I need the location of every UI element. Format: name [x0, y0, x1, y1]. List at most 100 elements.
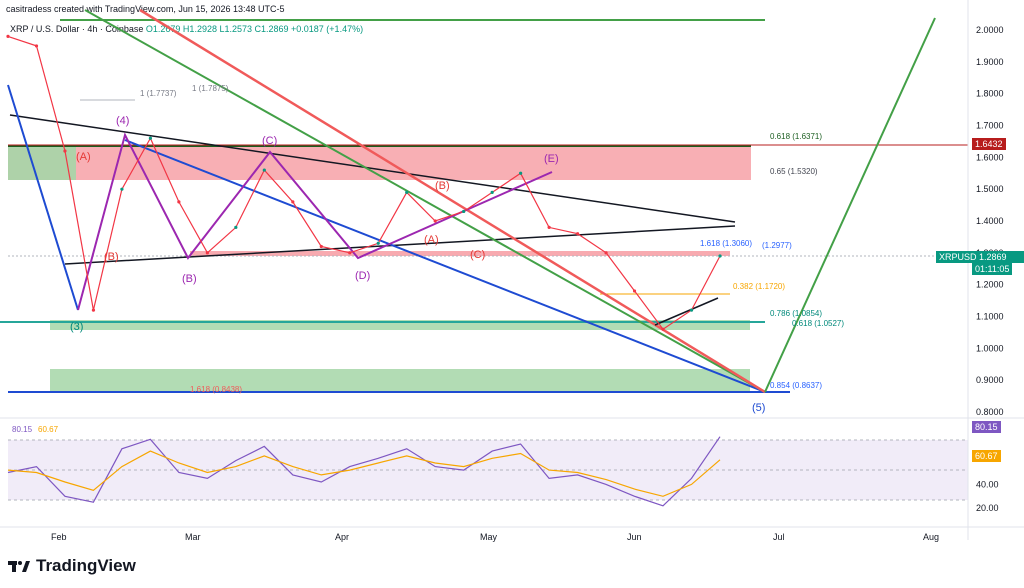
fib-label: 1.618 (0.8438) — [190, 385, 242, 394]
rsi-tick-label: 40.00 — [976, 479, 999, 489]
wave-label: (3) — [70, 321, 83, 333]
tradingview-logo-icon — [8, 561, 30, 572]
price-tick-label: 2.0000 — [976, 25, 1004, 35]
price-point — [547, 225, 551, 229]
wave-labels: (C) (B) (D) (E) (A) (B) (A) (B) (C) (3) … — [70, 115, 765, 414]
price-point — [604, 251, 608, 255]
price-point — [661, 327, 665, 331]
time-tick-label: Aug — [923, 532, 939, 542]
price-point — [490, 190, 494, 194]
rsi-tick-label: 20.00 — [976, 503, 999, 513]
price-point — [348, 251, 352, 255]
symbol-legend[interactable]: XRP / U.S. Dollar · 4h · Coinbase O1.267… — [10, 24, 363, 34]
price-tick-label: 0.8000 — [976, 407, 1004, 417]
rsi-legend-value: 80.15 — [12, 425, 33, 434]
price-point — [120, 187, 124, 191]
rsi-series — [7, 436, 721, 507]
wave-label: (D) — [355, 270, 370, 282]
price-point — [433, 219, 437, 223]
price-tick-label: 1.8000 — [976, 89, 1004, 99]
price-line — [7, 35, 721, 331]
green-support-zone — [50, 320, 750, 330]
fib-label: 0.618 (1.6371) — [770, 132, 822, 141]
rsi-line — [7, 436, 721, 507]
black-lower-trendline — [64, 225, 736, 265]
price-tick-label: 1.0000 — [976, 343, 1004, 353]
price-point — [205, 251, 209, 255]
wave-label: (A) — [76, 151, 91, 163]
price-point — [148, 136, 152, 140]
badge-value: 1.2869 — [979, 252, 1007, 262]
wave-label: (B) — [435, 180, 450, 192]
price-point — [519, 171, 523, 175]
price-point — [177, 200, 181, 204]
price-point — [576, 232, 580, 236]
time-tick-label: Apr — [335, 532, 349, 542]
price-tick-label: 1.7000 — [976, 121, 1004, 131]
badge-symbol: XRPUSD — [939, 252, 977, 262]
fib-label: 0.382 (1.1720) — [733, 282, 785, 291]
price-tick-label: 1.9000 — [976, 57, 1004, 67]
blue-left-line — [7, 84, 79, 311]
fib-label: 0.854 (0.8637) — [770, 381, 822, 390]
symbol-name: XRP / U.S. Dollar · 4h · Coinbase — [10, 24, 144, 34]
price-point — [262, 168, 266, 172]
price-tick-label: 1.1000 — [976, 312, 1004, 322]
price-point — [6, 34, 10, 38]
price-point — [689, 308, 694, 312]
xrpusd-price-badge: XRPUSD 1.2869 — [936, 251, 1024, 263]
fib-label: 1 (1.7875) — [192, 84, 229, 93]
fib-0618-line — [8, 145, 751, 147]
elliott-wave-path — [77, 132, 553, 311]
candle-timer: 01:11:05 — [972, 263, 1013, 275]
wave-label: (B) — [182, 273, 197, 285]
price-badge-1643: 1.6432 — [972, 138, 1006, 150]
red-down-trendline — [139, 8, 766, 394]
blue-down-trendline — [124, 139, 766, 393]
fib-label: 1.618 (1.3060) — [700, 239, 752, 248]
time-axis: Feb Mar Apr May Jun Jul Aug — [51, 532, 939, 542]
price-tick-label: 0.9000 — [976, 375, 1004, 385]
price-series — [6, 34, 722, 331]
green-down-trendline — [84, 9, 766, 393]
wave-label: (5) — [752, 402, 765, 414]
tradingview-brand: TradingView — [36, 556, 136, 575]
wave-label: (C) — [470, 249, 485, 261]
green-projection-line — [764, 17, 936, 393]
price-point — [462, 209, 466, 214]
tradingview-footer: TradingView — [8, 556, 136, 576]
price-point — [234, 225, 238, 229]
fib-label: 1 (1.7737) — [140, 89, 177, 98]
price-point — [718, 254, 722, 258]
fib-label: (1.2977) — [762, 241, 792, 250]
price-tick-label: 1.4000 — [976, 216, 1004, 226]
price-point — [63, 149, 67, 153]
short-black-trend — [654, 297, 719, 326]
time-tick-label: May — [480, 532, 498, 542]
fib-label: 0.65 (1.5320) — [770, 167, 818, 176]
time-tick-label: Feb — [51, 532, 67, 542]
chart-credit: casitradess created with TradingView.com… — [6, 4, 285, 14]
wave-label: (E) — [544, 153, 559, 165]
rsi-ma-badge: 60.67 — [972, 450, 1001, 462]
price-point — [291, 200, 295, 204]
price-tick-label: 1.2000 — [976, 280, 1004, 290]
rsi-ma-line — [7, 450, 721, 497]
wave-label: (4) — [116, 115, 129, 127]
price-axis: 2.0000 1.9000 1.8000 1.7000 1.6000 1.5000 1.40… — [976, 25, 1004, 417]
price-tick-label: 1.5000 — [976, 184, 1004, 194]
fib-label: 0.786 (1.0854) — [770, 309, 822, 318]
price-point — [405, 190, 409, 194]
price-point — [632, 289, 637, 293]
price-point — [34, 44, 39, 48]
black-upper-trendline — [9, 114, 736, 223]
rsi-axis: 40.00 20.00 — [976, 479, 999, 513]
wave-label: (A) — [424, 234, 439, 246]
red-mid-band — [190, 251, 730, 256]
green-bottom-zone — [50, 369, 750, 391]
wave-label: (C) — [262, 135, 277, 147]
price-point — [91, 308, 96, 312]
time-tick-label: Jul — [773, 532, 785, 542]
time-tick-label: Jun — [627, 532, 642, 542]
